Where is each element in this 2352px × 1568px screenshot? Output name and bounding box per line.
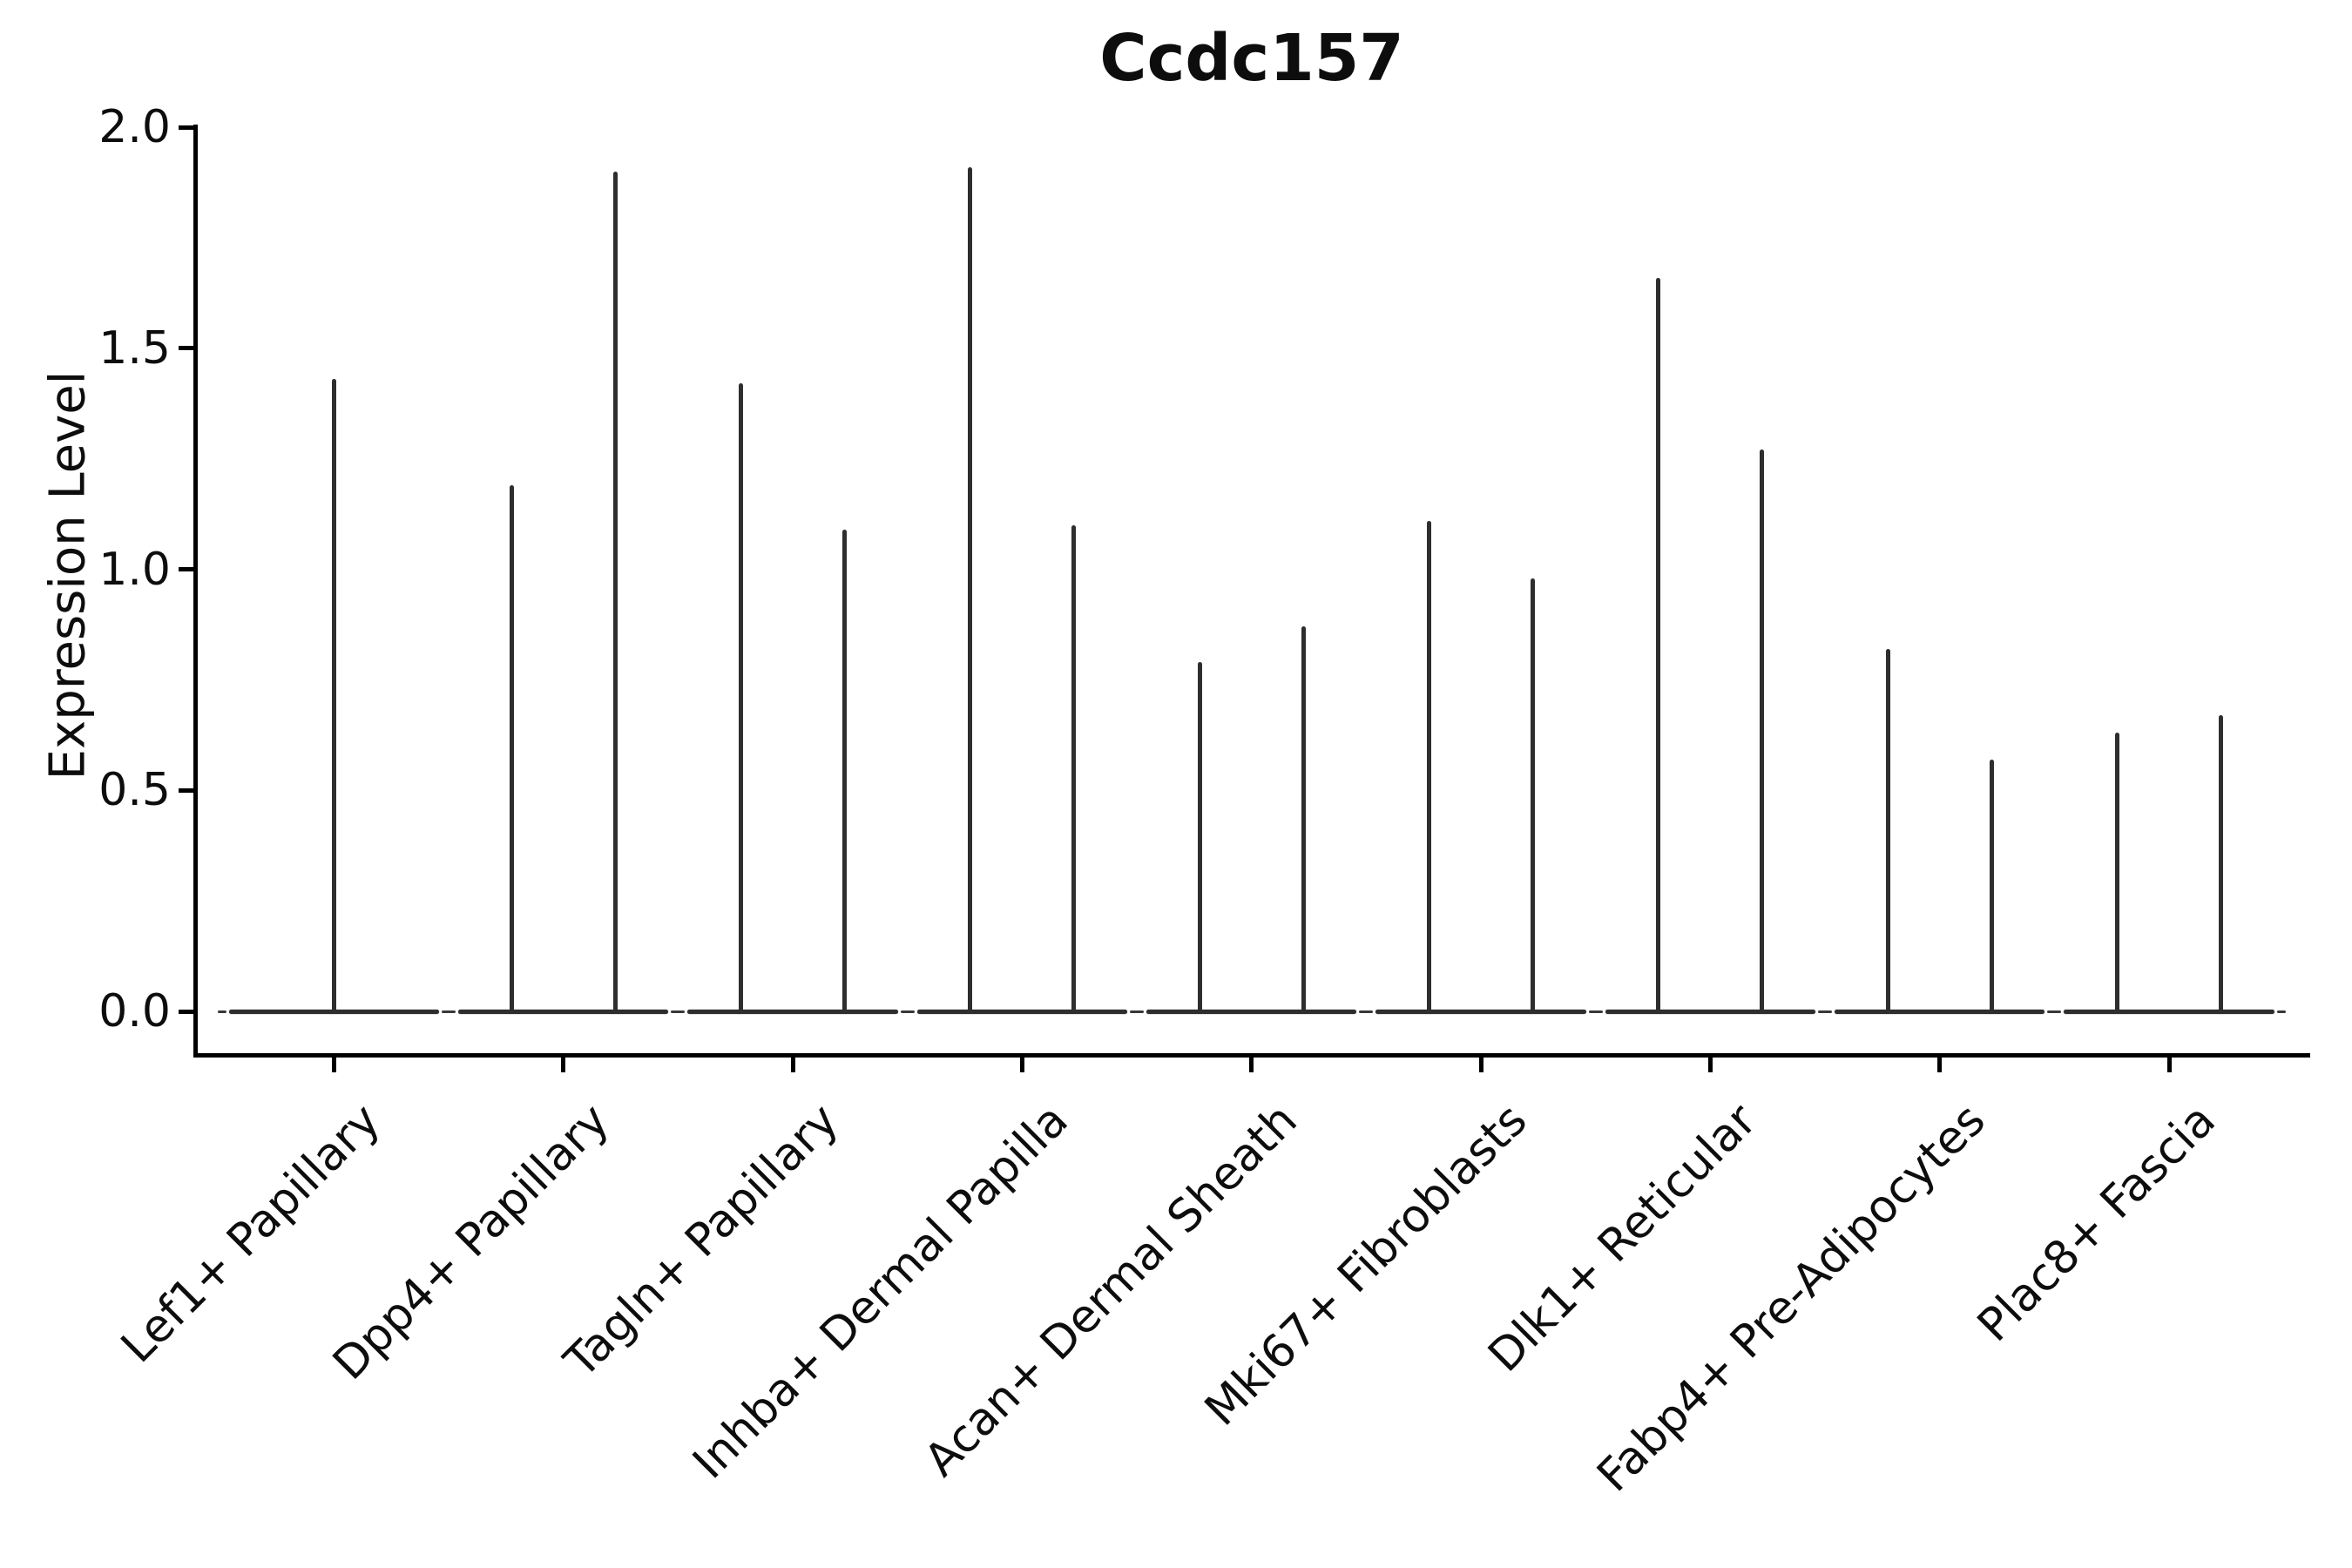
violin-base-tip <box>2052 1010 2062 1013</box>
x-tick-label-8: Fabp4+ Pre-Adipocytes <box>1587 1094 1997 1503</box>
violin-base-tip <box>2276 1010 2286 1013</box>
y-tick-label: 0.5 <box>98 764 171 817</box>
violin-base <box>458 1009 669 1014</box>
y-tick-label: 1.5 <box>98 321 171 375</box>
violin-spike <box>2219 714 2224 1013</box>
y-tick-mark <box>179 125 193 130</box>
violin-base-tip <box>900 1010 909 1013</box>
violin-base-tip <box>1135 1010 1145 1013</box>
violin-base-tip <box>1359 1010 1369 1013</box>
violin-base-tip <box>1817 1010 1827 1013</box>
x-tick-mark <box>561 1058 566 1072</box>
violin-base-tip <box>217 1010 226 1013</box>
x-tick-mark <box>1707 1058 1713 1072</box>
violin-base-tip <box>447 1010 456 1013</box>
violin-spike <box>739 383 744 1013</box>
x-tick-mark <box>1478 1058 1484 1072</box>
violin-base <box>1375 1009 1586 1014</box>
x-tick-label-4: Inhba+ Dermal Papilla <box>683 1094 1078 1490</box>
violin-spike <box>1885 648 1890 1013</box>
x-tick-mark <box>1249 1058 1254 1072</box>
y-tick-label: 1.0 <box>98 543 171 596</box>
violin-base-tip <box>1364 1010 1374 1013</box>
y-tick-mark <box>179 787 193 793</box>
y-tick-label: 0.0 <box>98 985 171 1037</box>
violin-base-tip <box>442 1010 450 1013</box>
plot-title: Ccdc157 <box>1099 21 1404 96</box>
violin-spike <box>1656 277 1661 1013</box>
x-tick-mark <box>790 1058 795 1072</box>
violin-spike <box>1427 520 1432 1013</box>
violin-spike <box>2115 733 2120 1013</box>
violin-spike <box>1531 578 1536 1013</box>
violin-base-tip <box>2047 1010 2057 1013</box>
y-tick-mark <box>179 346 193 351</box>
violin-spike <box>509 485 514 1013</box>
violin-spike <box>1071 524 1077 1013</box>
violin-spike <box>842 529 848 1013</box>
violin-spike <box>968 166 973 1013</box>
y-tick-label: 2.0 <box>98 101 171 153</box>
violin-spike <box>1760 449 1765 1013</box>
violin-base-tip <box>676 1010 686 1013</box>
y-tick-mark <box>179 1009 193 1014</box>
x-tick-mark <box>331 1058 336 1072</box>
violin-spike <box>612 171 618 1013</box>
x-tick-mark <box>1937 1058 1943 1072</box>
x-tick-label-5: Acan+ Dermal Sheath <box>915 1094 1308 1487</box>
violin-base <box>1605 1009 1815 1014</box>
violin-base-tip <box>1129 1010 1139 1013</box>
x-tick-label-9: Plac8+ Fascia <box>1967 1094 2226 1352</box>
violin-base <box>687 1009 898 1014</box>
x-axis-spine <box>193 1053 2310 1058</box>
violin-base-tip <box>1823 1010 1833 1013</box>
violin-spike <box>1197 662 1202 1013</box>
x-tick-mark <box>1019 1058 1024 1072</box>
violin-base <box>916 1009 1127 1014</box>
violin-base-tip <box>671 1010 680 1013</box>
violin-spike <box>1301 626 1306 1013</box>
violin-base <box>2064 1009 2274 1014</box>
y-axis-spine <box>193 125 198 1058</box>
violin-base <box>1835 1009 2045 1014</box>
violin-spike <box>1989 759 1994 1013</box>
violin-spike <box>331 379 336 1013</box>
y-tick-mark <box>179 567 193 571</box>
x-tick-mark <box>2166 1058 2172 1072</box>
violin-base-tip <box>905 1010 915 1013</box>
violin-base-tip <box>1588 1010 1598 1013</box>
violin-base <box>1146 1009 1357 1014</box>
violin-base-tip <box>1593 1010 1603 1013</box>
